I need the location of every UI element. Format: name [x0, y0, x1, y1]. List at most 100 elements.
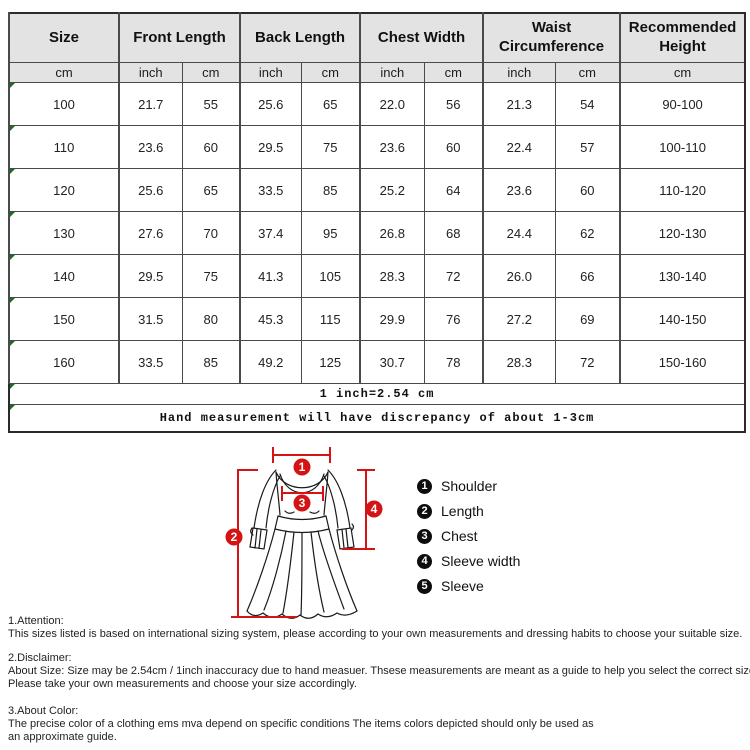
value-cell: 140-150 [619, 297, 746, 341]
value-cell: 41.3 [239, 254, 302, 298]
value-cell: 27.6 [118, 211, 183, 255]
excel-corner-marker [11, 298, 15, 303]
circled-number-icon: 5 [417, 578, 432, 594]
circled-number-icon: 3 [417, 528, 432, 544]
section-heading: 2.Disclaimer: [8, 652, 72, 664]
value-cell: 76 [423, 297, 484, 341]
value-cell: 60 [554, 168, 621, 212]
excel-corner-marker [11, 169, 15, 174]
value-cell: 30.7 [359, 340, 425, 384]
value-cell: 110-120 [619, 168, 746, 212]
legend-item-sleeve-width: 4 Sleeve width [417, 553, 520, 569]
size-cell: 140 [8, 254, 120, 298]
excel-corner-marker [10, 405, 15, 410]
header-cell-waist-circumference: Waist Circumference [482, 12, 621, 63]
value-cell: 69 [554, 297, 621, 341]
value-cell: 115 [300, 297, 361, 341]
marker-circle-2 [225, 528, 243, 546]
value-cell: 80 [181, 297, 241, 341]
value-cell: 21.3 [482, 82, 556, 126]
size-cell: 110 [8, 125, 120, 169]
value-cell: 57 [554, 125, 621, 169]
section-line: Please take your own measurements and ch… [8, 678, 357, 690]
value-cell: 105 [300, 254, 361, 298]
diagram-markers: 1 2 3 4 [225, 458, 383, 546]
size-cell: 150 [8, 297, 120, 341]
value-cell: 37.4 [239, 211, 302, 255]
value-cell: 85 [300, 168, 361, 212]
dress-diagram: 1 2 3 4 [225, 447, 383, 619]
value-cell: 29.5 [118, 254, 183, 298]
value-cell: 64 [423, 168, 484, 212]
value-cell: 21.7 [118, 82, 183, 126]
legend-item-sleeve: 5 Sleeve [417, 578, 520, 594]
marker-number-1: 1 [299, 460, 306, 474]
value-cell: 56 [423, 82, 484, 126]
section-line: This sizes listed is based on internatio… [8, 628, 743, 640]
value-cell: 33.5 [118, 340, 183, 384]
value-cell: 70 [181, 211, 241, 255]
marker-circle-1 [293, 458, 311, 476]
header-cell-size: Size [8, 12, 120, 63]
value-cell: 85 [181, 340, 241, 384]
value-cell: 25.6 [239, 82, 302, 126]
excel-corner-marker [11, 126, 15, 131]
section-line: an approximate guide. [8, 731, 117, 743]
unit-cell: inch [482, 62, 556, 83]
value-cell: 25.2 [359, 168, 425, 212]
unit-cell: cm [619, 62, 746, 83]
value-cell: 29.5 [239, 125, 302, 169]
section-line: The precise color of a clothing ems mva … [8, 718, 594, 730]
value-cell: 100-110 [619, 125, 746, 169]
value-cell: 25.6 [118, 168, 183, 212]
info-sections: 1.Attention: This sizes listed is based o… [8, 615, 750, 744]
value-cell: 150-160 [619, 340, 746, 384]
table-row: 100 21.7 55 25.6 65 22.0 56 21.3 54 90-100 [8, 82, 746, 126]
unit-cell: cm [8, 62, 120, 83]
note-row: 1 inch=2.54 cm [8, 383, 746, 405]
header-cell-front-length: Front Length [117, 12, 241, 63]
value-cell: 95 [300, 211, 361, 255]
legend-item-shoulder: 1 Shoulder [417, 478, 520, 494]
info-section: 3.About Color: The precise color of a clo… [8, 705, 748, 744]
size-chart-table: Size Front Length Back Length Chest Width Wa… [8, 12, 747, 433]
value-cell: 49.2 [239, 340, 302, 384]
legend-label: Chest [441, 528, 478, 544]
value-cell: 55 [181, 82, 241, 126]
value-cell: 75 [181, 254, 241, 298]
value-cell: 72 [423, 254, 484, 298]
value-cell: 31.5 [118, 297, 183, 341]
value-cell: 68 [423, 211, 484, 255]
legend-label: Shoulder [441, 478, 498, 494]
value-cell: 54 [554, 82, 621, 126]
value-cell: 29.9 [359, 297, 425, 341]
table-row: 130 27.6 70 37.4 95 26.8 68 24.4 62 120-130 [8, 211, 746, 255]
info-section: 1.Attention: This sizes listed is based o… [8, 615, 748, 641]
header-cell-recommended-height: Recommended Height [619, 12, 746, 63]
excel-corner-marker [11, 83, 15, 88]
size-cell: 130 [8, 211, 120, 255]
value-cell: 22.0 [359, 82, 425, 126]
value-cell: 120-130 [619, 211, 746, 255]
value-cell: 75 [300, 125, 361, 169]
marker-number-4: 4 [371, 502, 378, 516]
section-line: About Size: Size may be 2.54cm / 1inch i… [8, 665, 750, 677]
value-cell: 24.4 [482, 211, 556, 255]
circled-number-icon: 1 [417, 478, 432, 494]
value-cell: 65 [300, 82, 361, 126]
value-cell: 23.6 [359, 125, 425, 169]
size-cell: 160 [8, 340, 120, 384]
value-cell: 28.3 [359, 254, 425, 298]
value-cell: 125 [300, 340, 361, 384]
unit-row: cm inch cm inch cm inch cm inch cm cm [8, 62, 746, 83]
excel-corner-marker [10, 384, 15, 389]
value-cell: 66 [554, 254, 621, 298]
value-cell: 72 [554, 340, 621, 384]
value-cell: 90-100 [619, 82, 746, 126]
marker-number-2: 2 [231, 530, 238, 544]
unit-cell: inch [118, 62, 183, 83]
unit-cell: cm [181, 62, 241, 83]
unit-cell: inch [359, 62, 425, 83]
legend-label: Length [441, 503, 484, 519]
marker-circle-3 [293, 494, 311, 512]
